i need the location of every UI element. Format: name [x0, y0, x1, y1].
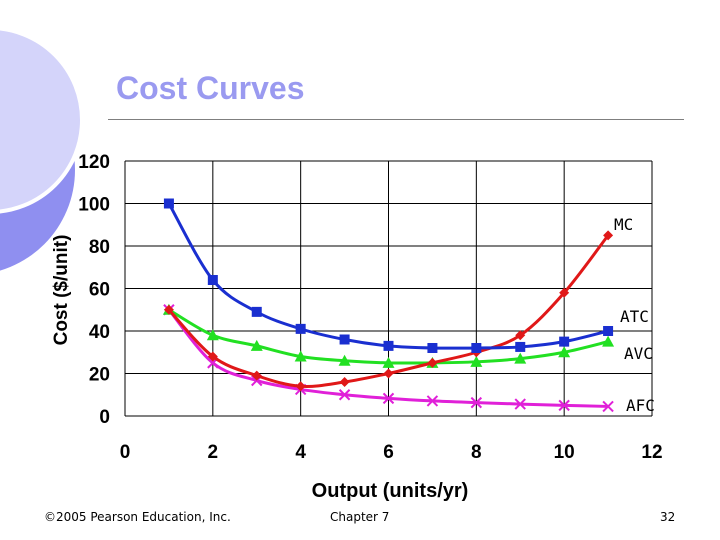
- series-label-atc: ATC: [620, 307, 649, 326]
- avc-point: [558, 346, 571, 358]
- series-labels: ATC AVC MC AFC: [614, 215, 655, 415]
- mc-point: [603, 230, 614, 241]
- x-tick-label: 8: [471, 442, 482, 463]
- y-tick-label: 80: [89, 237, 110, 258]
- mc-point: [207, 351, 218, 362]
- y-tick-labels: 0 20 40 60 80 100 120: [78, 152, 110, 428]
- atc-point: [383, 340, 394, 351]
- slide-title: Cost Curves: [116, 70, 305, 106]
- y-tick-label: 100: [78, 195, 110, 216]
- atc-point: [207, 275, 218, 285]
- atc-point: [339, 334, 350, 345]
- series-label-avc: AVC: [624, 344, 653, 363]
- mc-point: [295, 381, 306, 392]
- avc-point: [602, 335, 615, 347]
- atc-point: [163, 198, 174, 209]
- atc-point: [603, 326, 614, 336]
- x-tick-labels: 0 2 4 6 8 10 12: [120, 442, 663, 463]
- atc-point: [471, 343, 482, 353]
- avc-point: [514, 352, 527, 364]
- mc-point: [339, 377, 350, 387]
- decorative-circles: [0, 26, 84, 271]
- x-axis-label: Output (units/yr): [312, 480, 469, 502]
- mc-point: [251, 370, 262, 381]
- avc-point: [382, 356, 395, 368]
- mc-point: [515, 330, 526, 341]
- avc-point: [206, 329, 219, 341]
- mc-point: [163, 304, 174, 315]
- afc-point: [382, 392, 395, 405]
- y-axis-label: Cost ($/unit): [51, 235, 72, 346]
- y-tick-label: 40: [89, 322, 110, 343]
- atc-point: [427, 343, 438, 353]
- avc-point: [294, 350, 307, 362]
- afc-point: [602, 400, 614, 413]
- series-label-mc: MC: [614, 215, 633, 234]
- avc-point: [470, 355, 483, 367]
- atc-point: [515, 341, 526, 352]
- mc-point: [427, 357, 438, 368]
- x-tick-label: 2: [208, 442, 219, 463]
- x-tick-label: 12: [641, 442, 662, 463]
- afc-point: [558, 399, 570, 412]
- footer-page-number: 32: [660, 510, 676, 524]
- chart-series: [162, 198, 615, 413]
- afc-point: [426, 395, 439, 407]
- mc-point: [383, 368, 394, 379]
- mc-point: [559, 287, 570, 298]
- x-tick-label: 6: [383, 442, 394, 463]
- afc-point: [514, 398, 526, 410]
- atc-point: [559, 336, 570, 347]
- afc-point: [470, 396, 483, 409]
- footer-chapter: Chapter 7: [330, 510, 390, 524]
- series-label-afc: AFC: [626, 396, 655, 415]
- x-tick-label: 4: [295, 442, 306, 463]
- footer-copyright: ©2005 Pearson Education, Inc.: [44, 510, 231, 524]
- atc-point: [251, 306, 262, 317]
- x-tick-label: 10: [554, 442, 575, 463]
- y-tick-label: 20: [89, 365, 110, 386]
- title-divider: [108, 119, 684, 120]
- afc-point: [338, 389, 351, 401]
- x-tick-label: 0: [120, 442, 131, 463]
- avc-point: [338, 354, 351, 366]
- atc-point: [295, 323, 306, 334]
- y-tick-label: 0: [99, 407, 110, 428]
- y-tick-label: 60: [89, 280, 110, 301]
- y-tick-label: 120: [78, 152, 110, 173]
- avc-point: [250, 339, 263, 351]
- decor-circle-light: [0, 26, 84, 214]
